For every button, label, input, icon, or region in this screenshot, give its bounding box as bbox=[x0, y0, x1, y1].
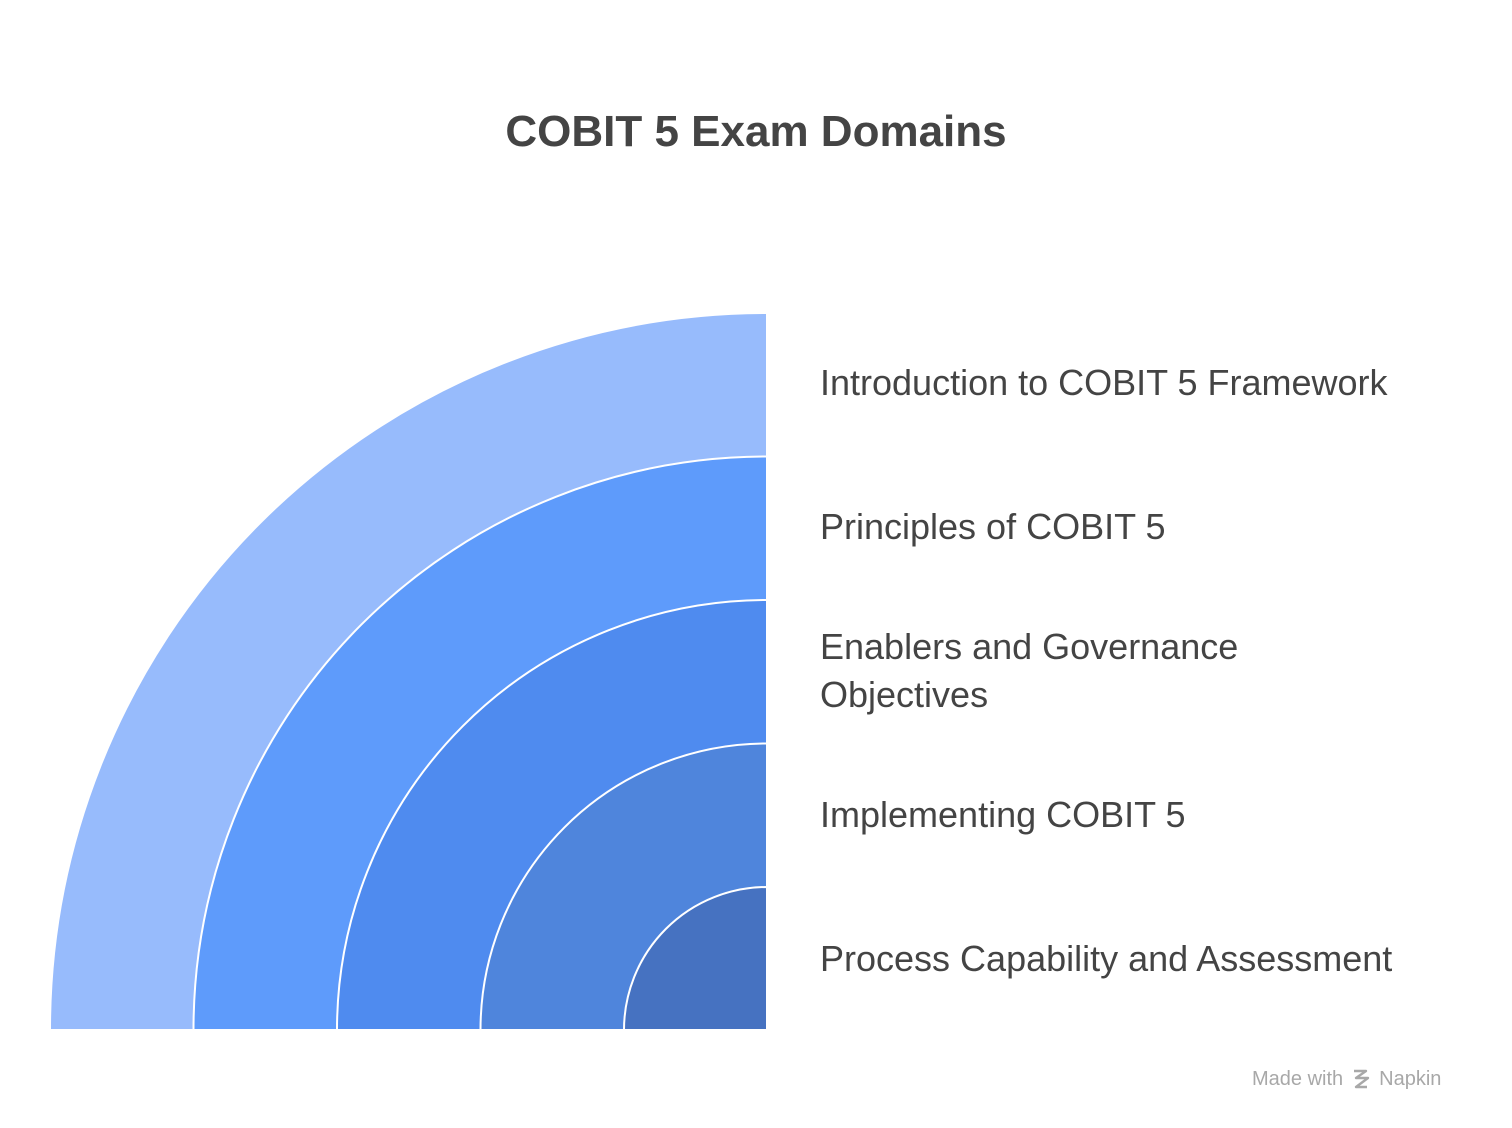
ring-segment bbox=[622, 885, 768, 1031]
item-label: Implementing COBIT 5 bbox=[820, 794, 1186, 835]
footer-brand: Napkin bbox=[1379, 1068, 1442, 1090]
footer: Made with Napkin bbox=[1252, 1066, 1441, 1092]
footer-prefix: Made with bbox=[1252, 1068, 1344, 1090]
item-label: Introduction to COBIT 5 Framework bbox=[820, 362, 1388, 403]
napkin-logo bbox=[1354, 1069, 1370, 1089]
item-label: Process Capability and Assessment bbox=[820, 938, 1393, 979]
item-label: Principles of COBIT 5 bbox=[820, 506, 1166, 547]
title: COBIT 5 Exam Domains bbox=[505, 107, 1007, 156]
item-label: Enablers and Governance Objectives bbox=[820, 626, 1239, 715]
